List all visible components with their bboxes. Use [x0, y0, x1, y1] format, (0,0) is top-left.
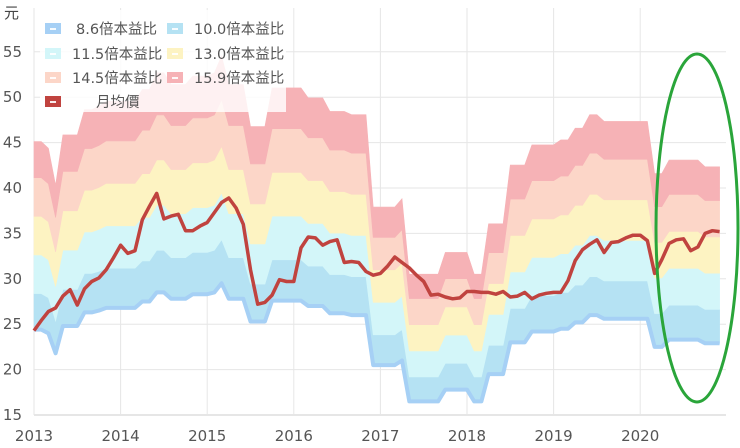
legend-item-14-5x[interactable]: 14.5倍本益比	[45, 67, 162, 88]
legend-item-10x[interactable]: 10.0倍本益比	[167, 18, 284, 39]
legend-swatch	[45, 96, 61, 107]
y-tick-label: 40	[3, 179, 22, 197]
legend-label: 14.5倍本益比	[72, 71, 163, 87]
legend-swatch	[45, 72, 61, 83]
band-line-8.6x	[34, 281, 720, 404]
legend-item-15-9x[interactable]: 15.9倍本益比	[167, 67, 284, 88]
y-tick-label: 55	[3, 43, 22, 61]
legend-item-price[interactable]: 月均價	[45, 91, 140, 112]
x-tick-label: 2017	[361, 427, 399, 445]
x-tick-label: 2013	[15, 427, 53, 445]
legend-label: 15.9倍本益比	[194, 71, 285, 87]
legend-swatch	[167, 48, 183, 59]
legend-swatch	[167, 72, 183, 83]
legend-item-8-6x[interactable]: 8.6倍本益比	[45, 18, 157, 39]
legend: 8.6倍本益比 10.0倍本益比 11.5倍本益比 13.0倍本益比 14.5倍…	[40, 10, 286, 112]
y-tick-label: 35	[3, 224, 22, 242]
y-tick-label: 20	[3, 361, 22, 379]
y-tick-label: 50	[3, 88, 22, 106]
annotation-ellipse	[654, 52, 740, 404]
y-tick-label: 30	[3, 270, 22, 288]
legend-swatch	[167, 23, 183, 34]
legend-item-11-5x[interactable]: 11.5倍本益比	[45, 43, 162, 64]
legend-label: 10.0倍本益比	[194, 22, 285, 38]
band-area-15.9x	[33, 55, 720, 299]
x-tick-label: 2018	[448, 427, 486, 445]
x-tick-label: 2015	[188, 427, 226, 445]
y-tick-label: 25	[3, 315, 22, 333]
legend-label: 8.6倍本益比	[76, 22, 158, 38]
x-tick-label: 2014	[102, 427, 140, 445]
x-tick-label: 2016	[275, 427, 313, 445]
legend-label: 13.0倍本益比	[194, 47, 285, 63]
y-tick-label: 45	[3, 134, 22, 152]
legend-label: 11.5倍本益比	[72, 47, 163, 63]
x-tick-label: 2019	[535, 427, 573, 445]
legend-item-13x[interactable]: 13.0倍本益比	[167, 43, 284, 64]
price-line	[32, 191, 720, 332]
x-tick-label: 2020	[621, 427, 659, 445]
y-tick-label: 15	[3, 406, 22, 424]
legend-label: 月均價	[96, 95, 140, 111]
legend-swatch	[45, 23, 61, 34]
legend-swatch	[45, 48, 61, 59]
y-unit-label: 元	[4, 4, 20, 22]
